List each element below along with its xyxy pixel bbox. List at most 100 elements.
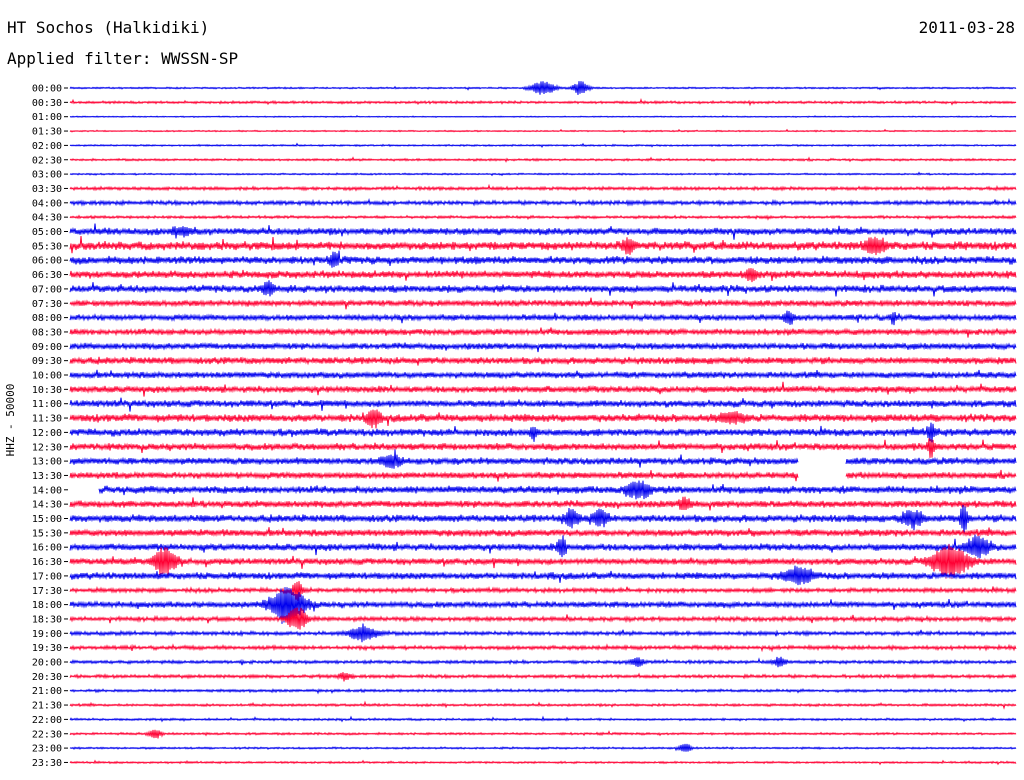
- trace-row-0630: [69, 268, 1017, 283]
- time-tick-label: 15:00: [32, 514, 62, 525]
- trace-row-0530: [69, 236, 1017, 256]
- time-tick-label: 04:30: [32, 213, 62, 224]
- trace-row-0200: [69, 142, 1017, 148]
- trace-row-0500: [69, 223, 1017, 240]
- time-tick-label: 23:00: [32, 744, 62, 755]
- time-tick-label: 09:30: [32, 356, 62, 367]
- time-tick-label: 22:00: [32, 715, 62, 726]
- time-tick-label: 18:30: [32, 614, 62, 625]
- time-tick-label: 17:00: [32, 571, 62, 582]
- trace-row-2000: [69, 656, 1017, 668]
- time-tick-label: 06:00: [32, 256, 62, 267]
- trace-row-1900: [69, 623, 1017, 643]
- trace-row-2230: [69, 729, 1017, 739]
- trace-row-1930: [69, 643, 1017, 653]
- time-tick-label: 20:30: [32, 672, 62, 683]
- time-tick-label: 00:30: [32, 98, 62, 109]
- trace-row-0100: [69, 114, 1017, 119]
- record-date: 2011-03-28: [918, 18, 1015, 37]
- trace-row-2100: [69, 687, 1017, 695]
- time-tick-label: 08:00: [32, 313, 62, 324]
- trace-row-1030: [69, 381, 1017, 397]
- time-tick-label: 23:30: [32, 758, 62, 769]
- time-tick-label: 15:30: [32, 528, 62, 539]
- time-tick-label: 10:30: [32, 385, 62, 396]
- time-tick-label: 01:00: [32, 112, 62, 123]
- time-tick-label: 02:00: [32, 141, 62, 152]
- time-tick-label: 02:30: [32, 155, 62, 166]
- time-tick-label: 05:30: [32, 241, 62, 252]
- trace-row-1700: [69, 565, 1017, 586]
- trace-row-0030: [69, 97, 1017, 107]
- trace-row-1200: [69, 422, 1017, 443]
- time-tick-label: 00:00: [32, 84, 62, 95]
- trace-row-1800: [69, 587, 1017, 624]
- trace-row-0300: [69, 171, 1017, 177]
- time-tick-label: 20:00: [32, 658, 62, 669]
- trace-row-2130: [69, 700, 1017, 710]
- time-tick-label: 21:30: [32, 701, 62, 712]
- time-tick-label: 06:30: [32, 270, 62, 281]
- time-tick-label: 13:30: [32, 471, 62, 482]
- time-tick-label: 08:30: [32, 327, 62, 338]
- time-tick-label: 03:00: [32, 170, 62, 181]
- time-tick-label: 19:00: [32, 629, 62, 640]
- trace-row-1230: [69, 438, 1017, 458]
- trace-row-1330: [69, 469, 1017, 482]
- time-tick-label: 11:00: [32, 399, 62, 410]
- time-tick-label: 16:00: [32, 543, 62, 554]
- trace-row-1130: [69, 409, 1017, 429]
- trace-row-1530: [69, 527, 1017, 538]
- filter-label: Applied filter: WWSSN-SP: [7, 49, 239, 68]
- trace-row-0900: [69, 341, 1017, 353]
- trace-row-0400: [69, 197, 1017, 207]
- trace-row-1600: [69, 534, 1017, 559]
- trace-row-1100: [69, 397, 1017, 412]
- time-tick-label: 13:00: [32, 457, 62, 468]
- time-tick-label: 17:30: [32, 586, 62, 597]
- time-tick-label: 07:30: [32, 299, 62, 310]
- trace-row-0600: [69, 250, 1017, 268]
- trace-row-1400: [98, 480, 1017, 500]
- trace-row-0130: [69, 128, 1017, 134]
- trace-row-0700: [69, 280, 1017, 297]
- trace-row-0330: [69, 183, 1017, 192]
- time-tick-label: 12:00: [32, 428, 62, 439]
- time-tick-label: 04:00: [32, 198, 62, 209]
- trace-row-2300: [69, 743, 1017, 752]
- trace-row-0430: [69, 214, 1017, 221]
- trace-row-1430: [69, 496, 1017, 511]
- trace-row-1830: [69, 607, 1017, 630]
- trace-row-0830: [69, 327, 1017, 338]
- time-tick-label: 21:00: [32, 686, 62, 697]
- trace-row-2200: [69, 715, 1017, 723]
- time-tick-label: 19:30: [32, 643, 62, 654]
- time-tick-label: 12:30: [32, 442, 62, 453]
- time-tick-label: 10:00: [32, 371, 62, 382]
- trace-row-1300: [69, 449, 1017, 469]
- trace-row-0800: [69, 310, 1017, 326]
- time-tick-label: 05:00: [32, 227, 62, 238]
- time-tick-label: 22:30: [32, 729, 62, 740]
- trace-row-1730: [69, 581, 1017, 601]
- time-tick-label: 18:00: [32, 600, 62, 611]
- time-tick-label: 16:30: [32, 557, 62, 568]
- trace-row-2030: [69, 672, 1017, 682]
- station-name: HT Sochos (Halkidiki): [7, 18, 210, 37]
- time-tick-label: 14:00: [32, 485, 62, 496]
- trace-row-1500: [69, 504, 1017, 536]
- time-tick-label: 03:30: [32, 184, 62, 195]
- time-tick-label: 01:30: [32, 127, 62, 138]
- time-tick-label: 11:30: [32, 414, 62, 425]
- trace-row-0730: [69, 297, 1017, 310]
- trace-row-1630: [69, 544, 1017, 579]
- trace-row-2330: [69, 759, 1017, 766]
- trace-row-1000: [69, 369, 1017, 380]
- trace-row-0230: [69, 156, 1017, 163]
- trace-row-0000: [69, 81, 1017, 95]
- time-tick-label: 07:00: [32, 284, 62, 295]
- time-tick-label: 09:00: [32, 342, 62, 353]
- time-tick-label: 14:30: [32, 500, 62, 511]
- trace-row-0930: [69, 356, 1017, 366]
